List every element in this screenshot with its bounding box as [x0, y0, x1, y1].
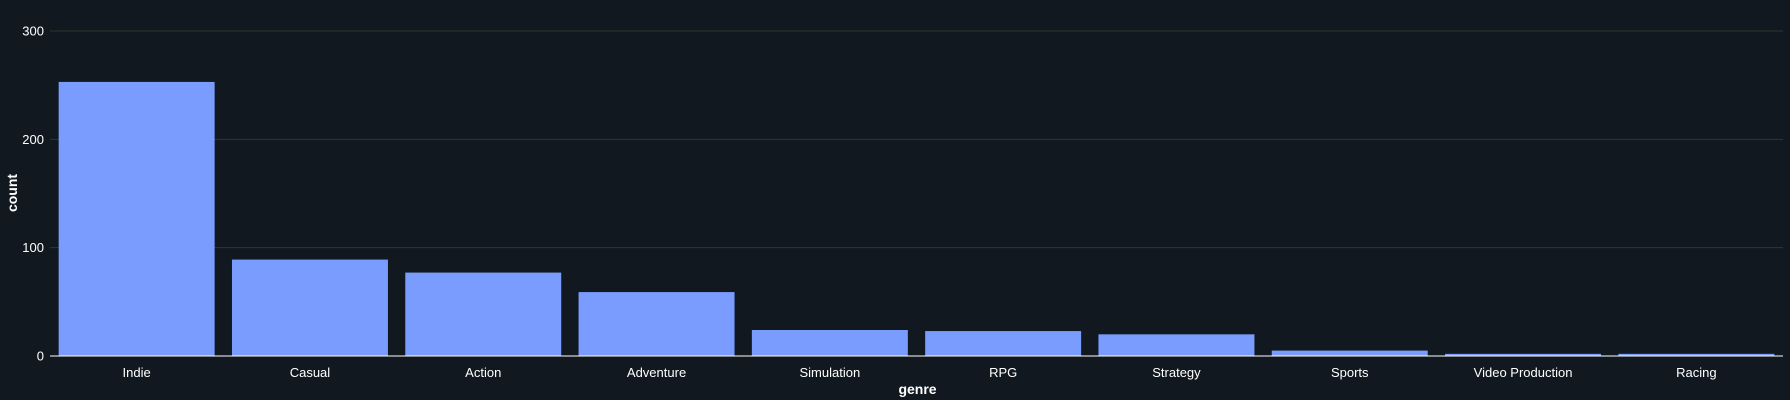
- y-tick-label: 300: [22, 24, 44, 39]
- bar-adventure[interactable]: [578, 292, 735, 356]
- bar-rpg[interactable]: [925, 331, 1082, 356]
- bar-indie[interactable]: [58, 81, 215, 356]
- x-tick-label: Video Production: [1474, 365, 1573, 380]
- x-tick-label: Sports: [1331, 365, 1369, 380]
- bar-strategy[interactable]: [1098, 334, 1255, 356]
- x-tick-label: Racing: [1676, 365, 1716, 380]
- x-tick-labels: Indie Casual Action Adventure Simulation RPG S…: [123, 365, 1717, 380]
- y-tick-label: 0: [37, 349, 44, 364]
- x-tick-label: Simulation: [799, 365, 860, 380]
- x-tick-label: Action: [465, 365, 501, 380]
- bar-simulation[interactable]: [751, 330, 908, 356]
- x-axis-title: genre: [898, 381, 936, 397]
- bar-sports[interactable]: [1271, 350, 1428, 356]
- x-tick-label: RPG: [989, 365, 1017, 380]
- y-axis-title: count: [4, 174, 20, 212]
- bar-action[interactable]: [405, 272, 562, 356]
- grid-lines: [50, 30, 1783, 249]
- y-tick-label: 200: [22, 132, 44, 147]
- x-tick-label: Indie: [123, 365, 151, 380]
- y-tick-labels: 0 100 200 300: [22, 24, 44, 364]
- bar-video-production[interactable]: [1445, 353, 1602, 356]
- bar-casual[interactable]: [231, 259, 388, 356]
- bars: [58, 81, 1775, 356]
- x-tick-label: Strategy: [1152, 365, 1201, 380]
- x-tick-label: Casual: [290, 365, 331, 380]
- x-tick-label: Adventure: [627, 365, 686, 380]
- bar-racing[interactable]: [1618, 353, 1775, 356]
- y-tick-label: 100: [22, 240, 44, 255]
